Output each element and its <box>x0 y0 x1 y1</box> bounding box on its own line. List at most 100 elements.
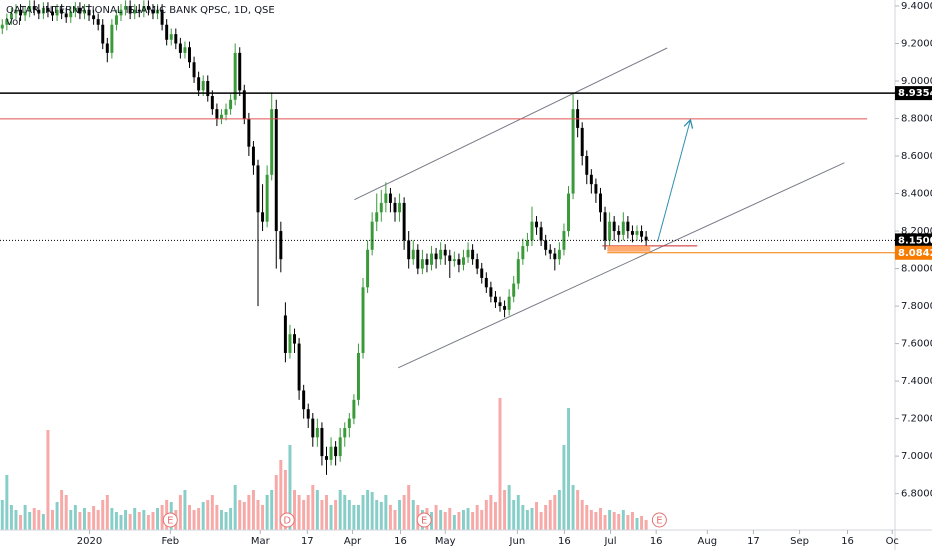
volume-bar <box>283 470 287 530</box>
volume-bar <box>32 508 36 530</box>
candle-body <box>247 118 251 147</box>
candle-body <box>489 287 493 297</box>
candle-body <box>55 9 59 16</box>
candle-body <box>261 212 265 222</box>
candle-body <box>603 212 607 241</box>
candle-body <box>283 315 287 353</box>
volume-bar <box>439 510 443 530</box>
candle-body <box>461 257 465 265</box>
volume-bar <box>621 510 625 530</box>
volume-bar <box>73 505 77 530</box>
volume-bar <box>311 485 315 530</box>
candle-body <box>626 221 630 232</box>
candle-body <box>279 231 283 260</box>
y-tick-label: 9.40000 <box>901 1 932 12</box>
candle-body <box>347 418 351 428</box>
volume-bar <box>41 514 45 530</box>
volume-bar <box>475 505 479 530</box>
event-label: D <box>283 516 291 527</box>
x-tick-label: Apr <box>344 536 362 547</box>
candle-body <box>621 221 625 235</box>
volume-bar <box>366 490 370 530</box>
candle-body <box>188 47 191 63</box>
candle-body <box>571 109 575 194</box>
event-marker <box>651 512 667 528</box>
x-tick-label: 16 <box>558 536 571 547</box>
candle-body <box>41 7 45 14</box>
volume-bar <box>110 508 114 530</box>
candle-body <box>475 259 479 269</box>
volume-bar <box>206 500 210 530</box>
candle-body <box>114 15 118 25</box>
candle-body <box>507 296 511 310</box>
candle-body <box>530 221 534 241</box>
candle-body <box>375 212 379 222</box>
volume-bar <box>539 512 543 530</box>
candle-body <box>498 302 502 307</box>
y-tick-label: 8.60000 <box>901 151 932 162</box>
candle-body <box>439 249 443 260</box>
volume-bar <box>452 515 456 530</box>
trend-line <box>354 47 668 201</box>
volume-bar <box>114 512 118 530</box>
candle-body <box>334 446 338 457</box>
volume-bar <box>388 505 392 530</box>
candle-body <box>544 240 548 250</box>
y-tick-label: 8.20000 <box>901 226 932 237</box>
candle-body <box>411 249 415 260</box>
candle-body <box>635 231 639 235</box>
volume-bar <box>261 505 265 530</box>
volume-bar <box>128 514 132 530</box>
candle-body <box>224 109 228 115</box>
candle-body <box>393 202 397 213</box>
volume-bar <box>562 445 566 530</box>
candle-body <box>562 231 566 250</box>
candle-body <box>133 9 137 14</box>
volume-bar <box>329 505 333 530</box>
candle-body <box>37 9 41 14</box>
candle-body <box>553 253 557 260</box>
volume-bar <box>215 505 219 530</box>
volume-bar <box>626 515 630 530</box>
candle-body <box>425 259 429 265</box>
volume-bar <box>576 490 580 530</box>
candle-body <box>594 184 598 194</box>
volume-bar <box>210 495 214 530</box>
candle-body <box>430 253 434 265</box>
candle-body <box>206 81 210 97</box>
candle-body <box>612 221 616 232</box>
volume-bar <box>0 500 4 530</box>
event-label: E <box>421 516 427 527</box>
volume-bar <box>489 495 493 530</box>
volume-bar <box>516 495 520 530</box>
trend-line <box>397 162 845 369</box>
volume-bar <box>571 485 575 530</box>
volume-bar <box>589 510 593 530</box>
candle-body <box>311 418 315 438</box>
candle-body <box>229 99 233 110</box>
volume-bar <box>315 490 319 530</box>
candle-body <box>165 24 169 40</box>
volume-bar <box>137 512 141 530</box>
candle-body <box>315 427 319 438</box>
x-tick-label: Jun <box>509 536 526 547</box>
volume-bar <box>288 445 292 530</box>
candle-body <box>443 249 447 256</box>
volume-bar <box>484 500 488 530</box>
candle-body <box>452 259 456 262</box>
y-tick-label: 6.80000 <box>901 489 932 500</box>
volume-bar <box>87 512 91 530</box>
candle-body <box>92 15 96 20</box>
candle-body <box>9 13 13 20</box>
x-tick-label: May <box>435 536 456 547</box>
volume-bar <box>598 508 602 530</box>
volume-bar <box>28 512 32 530</box>
volume-bar <box>160 505 164 530</box>
volume-bar <box>434 505 438 530</box>
volume-bar <box>370 492 374 530</box>
volume-bar <box>457 512 461 530</box>
x-tick-label: Sep <box>790 536 809 547</box>
price-tag <box>895 86 932 101</box>
price-tag <box>895 245 932 260</box>
volume-bar <box>247 495 251 530</box>
